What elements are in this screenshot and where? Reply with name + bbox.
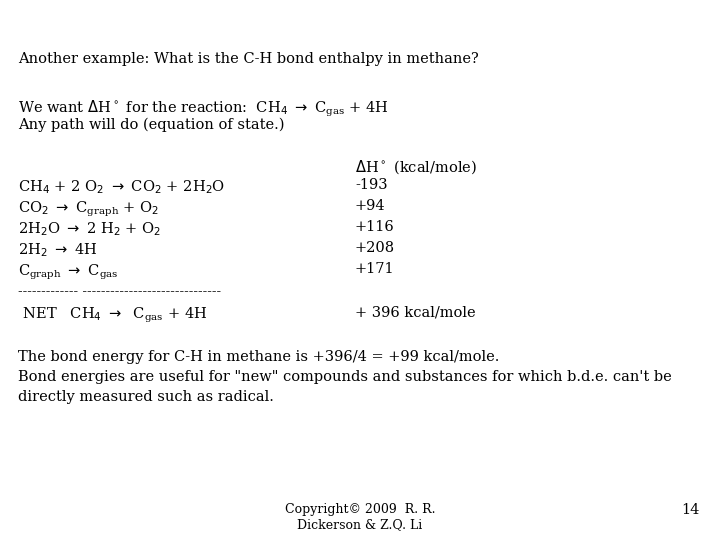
Text: 2H$_2$O $\rightarrow$ 2 H$_2$ + O$_2$: 2H$_2$O $\rightarrow$ 2 H$_2$ + O$_2$ xyxy=(18,220,161,238)
Text: directly measured such as radical.: directly measured such as radical. xyxy=(18,390,274,404)
Text: Bond energies are useful for "new" compounds and substances for which b.d.e. can: Bond energies are useful for "new" compo… xyxy=(18,370,672,384)
Text: CO$_2$ $\rightarrow$ C$_{\mathregular{graph}}$ + O$_2$: CO$_2$ $\rightarrow$ C$_{\mathregular{gr… xyxy=(18,199,159,219)
Text: Any path will do (equation of state.): Any path will do (equation of state.) xyxy=(18,118,284,132)
Text: +208: +208 xyxy=(355,241,395,255)
Text: Copyright© 2009  R. R.: Copyright© 2009 R. R. xyxy=(284,503,436,516)
Text: $\Delta$H$^\circ$ (kcal/mole): $\Delta$H$^\circ$ (kcal/mole) xyxy=(355,158,477,176)
Text: 14: 14 xyxy=(682,503,700,517)
Text: ------------- ------------------------------: ------------- --------------------------… xyxy=(18,285,221,298)
Text: CH$_4$ + 2 O$_2$ $\rightarrow$ CO$_2$ + 2H$_2$O: CH$_4$ + 2 O$_2$ $\rightarrow$ CO$_2$ + … xyxy=(18,178,225,195)
Text: 2H$_2$ $\rightarrow$ 4H: 2H$_2$ $\rightarrow$ 4H xyxy=(18,241,98,259)
Text: +116: +116 xyxy=(355,220,395,234)
Text: + 396 kcal/mole: + 396 kcal/mole xyxy=(355,305,476,319)
Text: NET   CH$_4$ $\rightarrow$  C$_{\mathregular{gas}}$ + 4H: NET CH$_4$ $\rightarrow$ C$_{\mathregula… xyxy=(18,305,207,325)
Text: +171: +171 xyxy=(355,262,395,276)
Text: Another example: What is the C-H bond enthalpy in methane?: Another example: What is the C-H bond en… xyxy=(18,52,479,66)
Text: C$_{\mathregular{graph}}$ $\rightarrow$ C$_{\mathregular{gas}}$: C$_{\mathregular{graph}}$ $\rightarrow$ … xyxy=(18,262,119,281)
Text: The bond energy for C-H in methane is +396/4 = +99 kcal/mole.: The bond energy for C-H in methane is +3… xyxy=(18,350,500,364)
Text: -193: -193 xyxy=(355,178,387,192)
Text: Dickerson & Z.Q. Li: Dickerson & Z.Q. Li xyxy=(297,518,423,531)
Text: +94: +94 xyxy=(355,199,386,213)
Text: We want $\Delta$H$^\circ$ for the reaction:  CH$_4$ $\rightarrow$ C$_{\mathregul: We want $\Delta$H$^\circ$ for the reacti… xyxy=(18,98,389,119)
